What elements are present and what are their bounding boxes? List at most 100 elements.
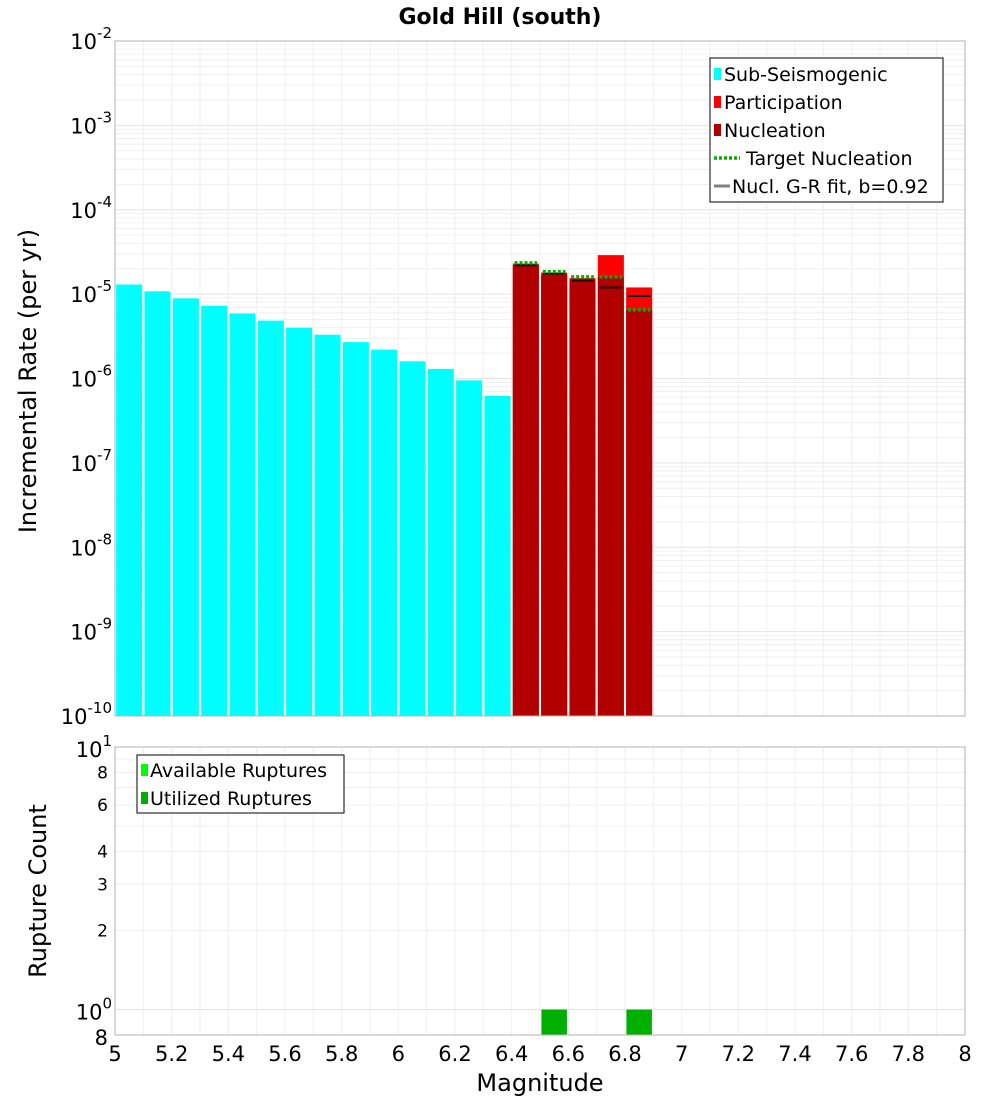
bottom-y-tick-label: 2 bbox=[97, 922, 108, 942]
chart-title: Gold Hill (south) bbox=[399, 5, 602, 30]
top-y-tick-label-base: 10 bbox=[70, 621, 97, 645]
top-y-tick-label-base: 10 bbox=[70, 368, 97, 392]
sub-seismogenic-bar bbox=[456, 380, 483, 716]
x-tick-label: 5 bbox=[108, 1042, 121, 1066]
bottom-y-tick-label: 101 bbox=[76, 732, 112, 762]
top-y-tick-label: 10-8 bbox=[70, 530, 112, 560]
top-y-tick-label-exp: -8 bbox=[97, 530, 112, 548]
top-y-tick-label-exp: -10 bbox=[88, 699, 113, 717]
legend-available-ruptures-label: Available Ruptures bbox=[150, 760, 327, 782]
top-y-tick-label-exp: -3 bbox=[97, 108, 112, 126]
nucleation-bar bbox=[541, 274, 568, 716]
legend-sub-seismogenic-label: Sub-Seismogenic bbox=[724, 64, 888, 86]
top-y-tick-label-base: 10 bbox=[70, 283, 97, 307]
x-tick-label: 6.2 bbox=[438, 1042, 471, 1066]
top-y-tick-label-exp: -6 bbox=[97, 362, 112, 380]
top-y-tick-label-base: 10 bbox=[70, 30, 97, 54]
top-y-tick-label-exp: -4 bbox=[97, 193, 112, 211]
bottom-legend-box bbox=[136, 754, 345, 814]
top-y-tick-label: 10-9 bbox=[70, 615, 112, 645]
sub-seismogenic-bar bbox=[257, 320, 284, 716]
bottom-y-tick-label: 100 bbox=[76, 995, 112, 1025]
sub-seismogenic-bar bbox=[201, 305, 228, 716]
bottom-legend: Available Ruptures Utilized Ruptures bbox=[136, 754, 345, 814]
top-legend: Sub-Seismogenic Participation Nucleation Ta… bbox=[709, 57, 944, 203]
top-y-tick-label: 10-7 bbox=[70, 446, 112, 476]
x-tick-label: 7.4 bbox=[778, 1042, 811, 1066]
bottom-y-tick-label-exp: 0 bbox=[102, 995, 112, 1013]
legend-sub-seismogenic-swatch bbox=[714, 68, 721, 80]
bottom-plot-frame bbox=[114, 746, 966, 1036]
top-y-tick-label-exp: -5 bbox=[97, 277, 112, 295]
sub-seismogenic-bar bbox=[371, 349, 398, 716]
legend-target-nucleation-label: Target Nucleation bbox=[745, 148, 913, 170]
bottom-bars bbox=[541, 1009, 652, 1035]
sub-seismogenic-bar bbox=[144, 291, 171, 716]
bottom-y-tick-label-base: 10 bbox=[76, 738, 103, 762]
x-tick-label: 5.8 bbox=[325, 1042, 358, 1066]
bottom-y-tick-label-exp: 1 bbox=[102, 732, 112, 750]
legend-available-ruptures-swatch bbox=[141, 764, 148, 776]
top-y-tick-label-base: 10 bbox=[70, 452, 97, 476]
sub-seismogenic-bar bbox=[399, 361, 426, 716]
x-tick-label: 7 bbox=[675, 1042, 688, 1066]
bottom-y-tick-label: 6 bbox=[97, 796, 108, 816]
bottom-y-tick-label: 3 bbox=[97, 875, 108, 895]
top-y-tick-label-exp: -2 bbox=[97, 24, 112, 42]
nucleation-bar bbox=[512, 265, 539, 716]
sub-seismogenic-bar bbox=[286, 327, 313, 716]
bottom-y-tick-label: 8 bbox=[95, 1026, 108, 1050]
sub-seismogenic-bar bbox=[484, 396, 511, 716]
x-tick-label: 7.2 bbox=[722, 1042, 755, 1066]
nucleation-bar bbox=[626, 309, 653, 716]
x-tick-label: 5.4 bbox=[212, 1042, 245, 1066]
top-y-axis-label: Incremental Rate (per yr) bbox=[14, 229, 42, 533]
utilized-ruptures-bar bbox=[626, 1009, 652, 1035]
bottom-y-tick-label: 8 bbox=[97, 763, 108, 783]
top-y-tick-label: 10-6 bbox=[70, 362, 112, 392]
sub-seismogenic-bar bbox=[427, 368, 454, 716]
legend-gr-fit-label: Nucl. G-R fit, b=0.92 bbox=[732, 176, 929, 198]
legend-nucleation-label: Nucleation bbox=[724, 120, 826, 142]
x-axis-label: Magnitude bbox=[476, 1069, 603, 1097]
utilized-ruptures-bar bbox=[541, 1009, 567, 1035]
top-y-tick-label: 10-2 bbox=[70, 24, 112, 54]
top-y-tick-label: 10-4 bbox=[70, 193, 112, 223]
top-y-tick-label-exp: -7 bbox=[97, 446, 112, 464]
nucleation-bar bbox=[569, 280, 596, 716]
nucleation-bar bbox=[597, 276, 624, 716]
legend-nucleation-swatch bbox=[714, 124, 721, 136]
sub-seismogenic-bar bbox=[229, 313, 256, 716]
legend-participation-swatch bbox=[714, 96, 721, 108]
top-y-tick-label-base: 10 bbox=[70, 199, 97, 223]
top-y-tick-label: 10-10 bbox=[61, 699, 112, 729]
top-y-tick-label: 10-5 bbox=[70, 277, 112, 307]
legend-utilized-ruptures-swatch bbox=[141, 792, 148, 804]
top-legend-box bbox=[709, 57, 944, 203]
sub-seismogenic-bar bbox=[342, 342, 369, 716]
x-tick-label: 7.6 bbox=[835, 1042, 868, 1066]
top-y-tick-label: 10-3 bbox=[70, 108, 112, 138]
bottom-y-axis-label: Rupture Count bbox=[24, 804, 52, 978]
x-tick-label: 6.4 bbox=[495, 1042, 528, 1066]
legend-utilized-ruptures-label: Utilized Ruptures bbox=[150, 788, 312, 810]
bottom-y-tick-label: 4 bbox=[97, 842, 108, 862]
x-tick-label: 5.6 bbox=[268, 1042, 301, 1066]
x-tick-label: 6 bbox=[392, 1042, 405, 1066]
x-tick-label: 6.8 bbox=[608, 1042, 641, 1066]
top-y-tick-label-base: 10 bbox=[70, 114, 97, 138]
x-ticks: 5 5.2 5.4 5.6 5.8 6 6.2 6.4 6.6 6.8 7 7.2 7.4 7.6 7.8 8 bbox=[108, 1042, 971, 1066]
x-tick-label: 5.2 bbox=[155, 1042, 188, 1066]
top-bars bbox=[116, 255, 653, 716]
bottom-y-tick-label-base: 10 bbox=[76, 1001, 103, 1025]
top-y-tick-label-base: 10 bbox=[61, 705, 88, 729]
top-plot-frame bbox=[114, 40, 966, 717]
sub-seismogenic-bar bbox=[116, 284, 143, 716]
x-tick-label: 7.8 bbox=[892, 1042, 925, 1066]
x-tick-label: 6.6 bbox=[552, 1042, 585, 1066]
legend-participation-label: Participation bbox=[724, 92, 843, 114]
top-y-tick-label-base: 10 bbox=[70, 536, 97, 560]
x-tick-label: 8 bbox=[958, 1042, 971, 1066]
